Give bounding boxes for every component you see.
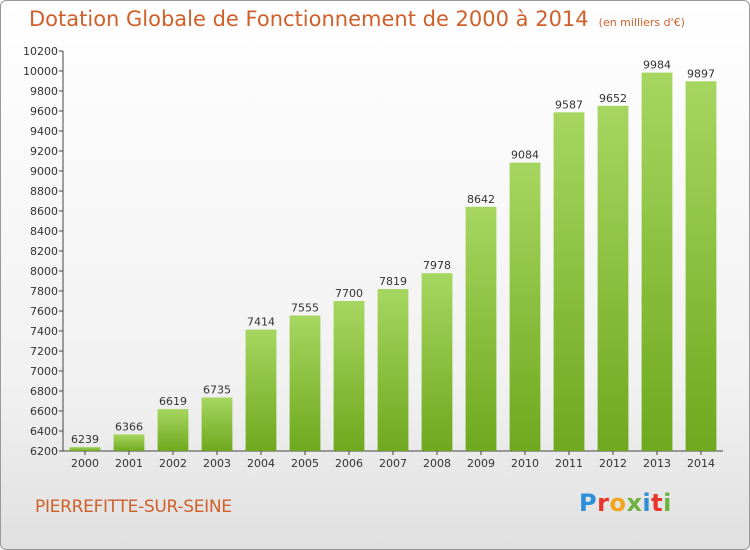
y-tick-label: 10000 bbox=[23, 65, 58, 78]
data-label-2010: 9084 bbox=[511, 149, 539, 162]
data-label-2007: 7819 bbox=[379, 275, 407, 288]
y-tick-label: 9600 bbox=[30, 105, 58, 118]
y-tick-label: 7200 bbox=[30, 345, 58, 358]
y-tick-label: 8600 bbox=[30, 205, 58, 218]
x-tick-label-2007: 2007 bbox=[379, 457, 407, 470]
y-tick-label: 6400 bbox=[30, 425, 58, 438]
x-tick-label-2009: 2009 bbox=[467, 457, 495, 470]
y-tick-label: 9000 bbox=[30, 165, 58, 178]
y-tick-label: 9200 bbox=[30, 145, 58, 158]
bar-2012 bbox=[597, 105, 629, 452]
x-tick-label-2001: 2001 bbox=[115, 457, 143, 470]
x-tick-label-2004: 2004 bbox=[247, 457, 275, 470]
y-tick-label: 8200 bbox=[30, 245, 58, 258]
y-tick-label: 6600 bbox=[30, 405, 58, 418]
bars bbox=[69, 72, 717, 452]
data-label-2012: 9652 bbox=[599, 92, 627, 105]
bar-2001 bbox=[113, 434, 145, 451]
bar-2005 bbox=[289, 315, 321, 451]
bar-2011 bbox=[553, 112, 585, 452]
x-tick-label-2003: 2003 bbox=[203, 457, 231, 470]
bar-2004 bbox=[245, 329, 277, 451]
chart-unit-note: (en milliers d'€) bbox=[598, 16, 685, 29]
x-tick-label-2014: 2014 bbox=[687, 457, 715, 470]
y-tick-label: 6200 bbox=[30, 445, 58, 458]
y-tick-label: 10200 bbox=[23, 45, 58, 58]
bar-2014 bbox=[685, 81, 717, 452]
data-label-2011: 9587 bbox=[555, 98, 583, 111]
bar-2007 bbox=[377, 289, 409, 451]
logo-letter: i bbox=[663, 489, 672, 517]
logo-letter: P bbox=[579, 489, 598, 517]
x-tick-label-2002: 2002 bbox=[159, 457, 187, 470]
data-label-2006: 7700 bbox=[335, 287, 363, 300]
commune-name: PIERREFITTE-SUR-SEINE bbox=[35, 497, 232, 517]
logo-letter: i bbox=[642, 489, 652, 517]
data-labels: 6239 6366 6619 6735 7414 7555 7700 7819 7978 8642… bbox=[71, 59, 715, 447]
logo-letter: o bbox=[609, 489, 627, 517]
bar-2010 bbox=[509, 162, 541, 451]
x-tick-label-2010: 2010 bbox=[511, 457, 539, 470]
bar-2002 bbox=[157, 409, 189, 451]
logo-letter: x bbox=[626, 489, 643, 517]
bar-2009 bbox=[465, 206, 497, 451]
data-label-2009: 8642 bbox=[467, 193, 495, 206]
x-tick-label-2000: 2000 bbox=[71, 457, 99, 470]
y-tick-label: 9400 bbox=[30, 125, 58, 138]
chart-title: Dotation Globale de Fonctionnement de 20… bbox=[29, 7, 685, 31]
x-tick-label-2005: 2005 bbox=[291, 457, 319, 470]
data-label-2004: 7414 bbox=[247, 316, 275, 329]
x-tick-label-2006: 2006 bbox=[335, 457, 363, 470]
x-tick-label-2012: 2012 bbox=[599, 457, 627, 470]
data-label-2014: 9897 bbox=[687, 67, 715, 80]
data-label-2002: 6619 bbox=[159, 395, 187, 408]
proxiti-logo[interactable]: Proxiti bbox=[579, 489, 672, 517]
bar-2008 bbox=[421, 273, 453, 451]
y-tick-label: 9800 bbox=[30, 85, 58, 98]
y-tick-label: 7400 bbox=[30, 325, 58, 338]
data-label-2013: 9984 bbox=[643, 59, 671, 72]
y-tick-label: 6800 bbox=[30, 385, 58, 398]
bar-2006 bbox=[333, 301, 365, 451]
y-tick-label: 8000 bbox=[30, 265, 58, 278]
logo-letter: r bbox=[597, 489, 610, 517]
x-tick-label-2013: 2013 bbox=[643, 457, 671, 470]
x-tick-label-2008: 2008 bbox=[423, 457, 451, 470]
x-axis: 2000 2001 2002 2003 2004 2005 2006 2007 2008 2009… bbox=[63, 450, 723, 470]
data-label-2000: 6239 bbox=[71, 433, 99, 446]
bar-2000 bbox=[69, 447, 101, 451]
data-label-2008: 7978 bbox=[423, 259, 451, 272]
data-label-2003: 6735 bbox=[203, 384, 231, 397]
bar-2003 bbox=[201, 397, 233, 451]
x-tick-label-2011: 2011 bbox=[555, 457, 583, 470]
y-tick-label: 8800 bbox=[30, 185, 58, 198]
y-axis: 6200 6400 6600 6800 7000 7200 7400 7600 7800 8000… bbox=[23, 45, 64, 458]
data-label-2005: 7555 bbox=[291, 302, 319, 315]
y-tick-label: 7000 bbox=[30, 365, 58, 378]
chart-title-text: Dotation Globale de Fonctionnement de 20… bbox=[29, 7, 589, 31]
logo-letter: t bbox=[651, 489, 664, 517]
y-tick-label: 7600 bbox=[30, 305, 58, 318]
y-tick-label: 7800 bbox=[30, 285, 58, 298]
y-tick-label: 8400 bbox=[30, 225, 58, 238]
bar-2013 bbox=[641, 72, 673, 451]
data-label-2001: 6366 bbox=[115, 420, 143, 433]
